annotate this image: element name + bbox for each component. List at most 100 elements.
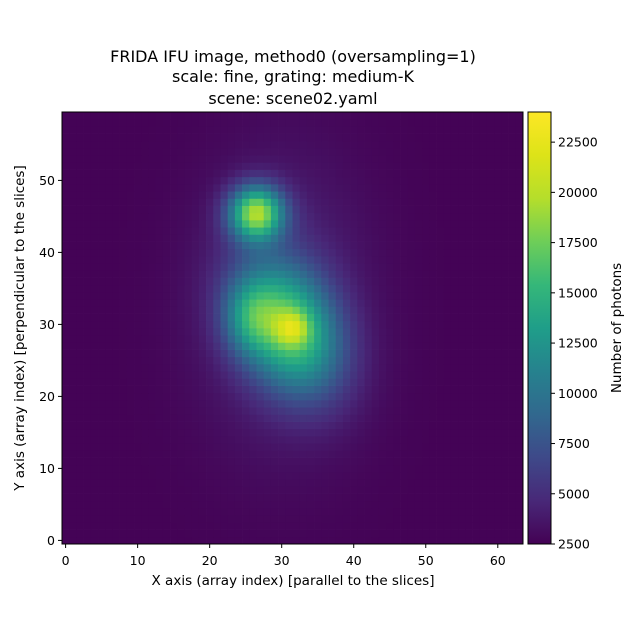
heatmap-cell xyxy=(458,407,466,415)
heatmap-cell xyxy=(350,241,358,250)
heatmap-cell xyxy=(486,277,495,286)
heatmap-cell xyxy=(191,270,200,278)
heatmap-cell xyxy=(400,522,409,530)
heatmap-cell xyxy=(191,436,200,444)
heatmap-cell xyxy=(342,155,351,163)
heatmap-cell xyxy=(155,256,164,264)
heatmap-cell xyxy=(306,205,315,214)
heatmap-cell xyxy=(422,148,430,156)
heatmap-cell xyxy=(508,472,517,480)
heatmap-cell xyxy=(126,148,135,156)
heatmap-cell xyxy=(155,421,164,430)
heatmap-cell xyxy=(371,313,380,322)
heatmap-cell xyxy=(494,119,502,127)
heatmap-cell xyxy=(119,241,128,250)
heatmap-cell xyxy=(393,277,401,286)
heatmap-cell xyxy=(450,256,459,264)
colorbar-label: Number of photons xyxy=(609,263,625,393)
heatmap-cell xyxy=(465,256,473,264)
heatmap-cell xyxy=(155,241,164,250)
heatmap-cell xyxy=(436,378,445,386)
heatmap-cell xyxy=(198,299,207,307)
heatmap-cell xyxy=(220,320,229,329)
heatmap-cell xyxy=(350,364,358,372)
heatmap-cell xyxy=(134,148,142,156)
heatmap-cell xyxy=(486,162,495,170)
heatmap-cell xyxy=(458,148,466,156)
heatmap-cell xyxy=(227,198,236,206)
heatmap-cell xyxy=(112,428,120,437)
heatmap-cell xyxy=(486,464,495,473)
heatmap-cell xyxy=(465,464,473,473)
heatmap-cell xyxy=(170,371,178,379)
heatmap-cell xyxy=(508,522,517,530)
heatmap-cell xyxy=(162,256,171,264)
heatmap-cell xyxy=(69,212,77,221)
heatmap-cell xyxy=(170,529,178,538)
heatmap-cell xyxy=(234,284,243,293)
heatmap-cell xyxy=(112,400,120,408)
heatmap-cell xyxy=(184,119,192,127)
heatmap-cell xyxy=(407,162,416,170)
heatmap-cell xyxy=(407,126,416,134)
heatmap-cell xyxy=(285,313,293,322)
heatmap-cell xyxy=(371,436,380,444)
heatmap-cell xyxy=(270,493,279,502)
heatmap-cell xyxy=(98,205,106,214)
heatmap-cell xyxy=(184,450,192,458)
heatmap-cell xyxy=(148,371,156,379)
heatmap-cell xyxy=(357,155,365,163)
title-line-1: FRIDA IFU image, method0 (oversampling=1… xyxy=(110,47,476,66)
heatmap-cell xyxy=(328,220,337,228)
heatmap-cell xyxy=(148,328,156,336)
heatmap-cell xyxy=(191,428,200,437)
heatmap-cell xyxy=(270,320,279,329)
heatmap-cell xyxy=(242,421,250,430)
heatmap-cell xyxy=(278,522,286,530)
heatmap-cell xyxy=(242,392,250,401)
heatmap-cell xyxy=(386,457,394,466)
heatmap-cell xyxy=(191,126,200,134)
heatmap-cell xyxy=(234,126,243,134)
heatmap-cell xyxy=(213,364,221,372)
heatmap-cell xyxy=(198,220,207,228)
heatmap-cell xyxy=(141,457,149,466)
heatmap-cell xyxy=(162,241,171,250)
heatmap-cell xyxy=(458,508,466,516)
heatmap-cell xyxy=(393,378,401,386)
heatmap-cell xyxy=(306,133,315,142)
heatmap-cell xyxy=(242,212,250,221)
heatmap-cell xyxy=(141,119,149,127)
heatmap-cell xyxy=(242,464,250,473)
heatmap-cell xyxy=(414,299,423,307)
heatmap-cell xyxy=(378,227,387,235)
heatmap-cell xyxy=(292,299,301,307)
heatmap-cell xyxy=(321,407,329,415)
heatmap-cell xyxy=(357,356,365,365)
heatmap-cell xyxy=(335,414,344,422)
heatmap-cell xyxy=(350,508,358,516)
heatmap-cell xyxy=(371,385,380,394)
heatmap-cell xyxy=(508,306,517,314)
heatmap-cell xyxy=(263,292,272,300)
heatmap-cell xyxy=(501,335,509,343)
heatmap-cell xyxy=(393,148,401,156)
heatmap-cell xyxy=(465,119,473,127)
heatmap-cell xyxy=(422,140,430,149)
heatmap-cell xyxy=(292,385,301,394)
heatmap-cell xyxy=(213,328,221,336)
heatmap-cell xyxy=(249,112,257,120)
heatmap-cell xyxy=(213,205,221,214)
heatmap-cell xyxy=(112,385,120,394)
heatmap-cell xyxy=(112,320,120,329)
heatmap-cell xyxy=(249,205,257,214)
heatmap-cell xyxy=(184,500,192,509)
heatmap-cell xyxy=(249,400,257,408)
heatmap-cell xyxy=(436,299,445,307)
heatmap-cell xyxy=(206,263,214,271)
heatmap-cell xyxy=(162,212,171,221)
heatmap-cell xyxy=(364,414,373,422)
heatmap-cell xyxy=(443,126,452,134)
heatmap-cell xyxy=(400,493,409,502)
heatmap-cell xyxy=(227,515,236,523)
